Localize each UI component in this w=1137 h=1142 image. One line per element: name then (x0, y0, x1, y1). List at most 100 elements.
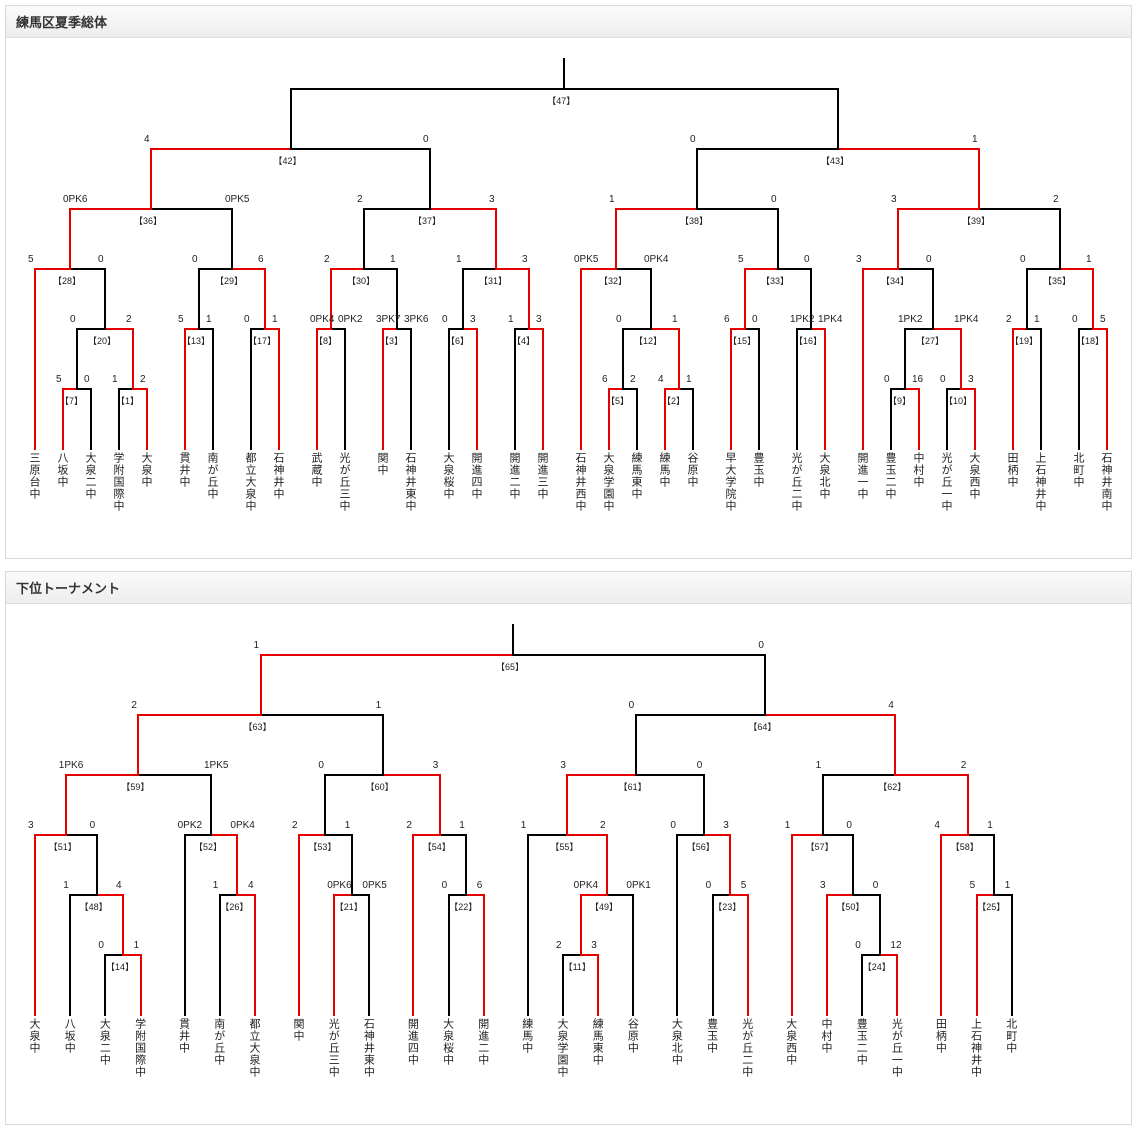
team-label: 早大学院中 (723, 452, 737, 512)
score-label: 0PK4 (574, 880, 598, 891)
match-label: 【35】 (1043, 274, 1071, 287)
team-label: 練馬中 (520, 1018, 534, 1054)
bracket-line (960, 328, 962, 390)
bracket-line (747, 894, 749, 1016)
match-label: 【47】 (547, 94, 575, 107)
bracket-line (264, 328, 280, 330)
score-label: 0 (192, 254, 198, 265)
bracket-line (894, 774, 969, 776)
bracket-line (1092, 328, 1108, 330)
bracket-line (904, 328, 906, 390)
bracket-line (758, 328, 760, 450)
score-label: 1 (521, 820, 527, 831)
score-label: 5 (1100, 314, 1106, 325)
score-label: 3 (820, 880, 826, 891)
match-label: 【52】 (194, 840, 222, 853)
bracket-line (324, 774, 383, 776)
match-label: 【6】 (446, 334, 469, 347)
bracket-line (791, 834, 824, 836)
bracket-line (351, 894, 371, 896)
match-label: 【38】 (680, 214, 708, 227)
team-label: 八坂中 (55, 452, 69, 488)
bracket-line (678, 388, 694, 390)
bracket-line (826, 894, 854, 896)
score-label: 0 (90, 820, 96, 831)
score-label: 0 (873, 880, 879, 891)
bracket-line (298, 834, 300, 1016)
bracket-line (104, 328, 134, 330)
score-label: 1 (345, 820, 351, 831)
bracket-line (69, 894, 97, 896)
bracket-line (465, 894, 485, 896)
bracket-line (879, 894, 881, 956)
bracket-line (65, 774, 67, 836)
bracket-line (1026, 268, 1061, 270)
panel-title: 練馬区夏季総体 (6, 6, 1131, 38)
score-label: 2 (324, 254, 330, 265)
team-label: 八坂中 (62, 1018, 76, 1054)
team-label: 貫井中 (177, 1018, 191, 1054)
bracket-line (69, 208, 152, 210)
bracket-line (150, 208, 233, 210)
bracket-line (290, 148, 432, 150)
score-label: 1 (272, 314, 278, 325)
score-label: 3 (560, 760, 566, 771)
bracket-line (696, 208, 779, 210)
team-label: 豊玉中 (705, 1018, 719, 1054)
match-label: 【1】 (116, 394, 139, 407)
bracket-line (412, 834, 440, 836)
score-label: 5 (741, 880, 747, 891)
score-label: 0 (670, 820, 676, 831)
score-label: 4 (658, 374, 664, 385)
team-label: 田柄中 (1005, 452, 1019, 488)
score-label: 4 (116, 880, 122, 891)
bracket-line (140, 954, 142, 1016)
bracket-line (777, 268, 812, 270)
score-label: 1 (609, 194, 615, 205)
team-label: 開進一中 (855, 452, 869, 500)
bracket-line (703, 774, 705, 836)
bracket-canvas: 【14】01【11】23【24】012【48】14【26】14【21】0PK60… (6, 604, 1131, 1124)
bracket-line (65, 774, 140, 776)
bracket-line (897, 208, 899, 270)
match-label: 【51】 (49, 840, 77, 853)
score-label: 2 (1053, 194, 1059, 205)
team-label: 光が丘三中 (326, 1018, 340, 1078)
team-label: 大泉西中 (784, 1018, 798, 1066)
match-label: 【14】 (106, 960, 134, 973)
bracket-line (363, 208, 365, 270)
bracket-line (932, 328, 962, 330)
bracket-line (676, 834, 704, 836)
bracket-line (650, 268, 652, 330)
bracket-line (104, 268, 106, 330)
score-label: 0 (244, 314, 250, 325)
bracket-line (465, 834, 467, 896)
bracket-line (231, 268, 266, 270)
bracket-line (137, 714, 261, 716)
team-label: 大泉桜中 (441, 452, 455, 500)
team-label: 大泉二中 (97, 1018, 111, 1066)
bracket-line (822, 774, 824, 836)
team-label: 上石神井中 (1033, 452, 1047, 512)
bracket-line (822, 774, 897, 776)
score-label: 2 (600, 820, 606, 831)
score-label: 0 (697, 760, 703, 771)
bracket-line (198, 328, 214, 330)
bracket-line (729, 894, 749, 896)
team-label: 大泉中 (27, 1018, 41, 1054)
score-label: 2 (131, 700, 137, 711)
bracket-line (330, 268, 365, 270)
match-label: 【61】 (619, 780, 647, 793)
score-label: 6 (724, 314, 730, 325)
bracket-line (396, 328, 412, 330)
score-label: 0 (771, 194, 777, 205)
score-label: 0 (1020, 254, 1026, 265)
team-label: 大泉学園中 (555, 1018, 569, 1078)
bracket-line (940, 834, 968, 836)
bracket-line (563, 58, 565, 90)
score-label: 1PK4 (818, 314, 842, 325)
score-label: 6 (602, 374, 608, 385)
bracket-line (410, 328, 412, 450)
match-label: 【43】 (821, 154, 849, 167)
bracket-line (918, 388, 920, 450)
